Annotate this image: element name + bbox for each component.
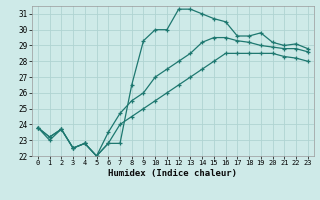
X-axis label: Humidex (Indice chaleur): Humidex (Indice chaleur) — [108, 169, 237, 178]
